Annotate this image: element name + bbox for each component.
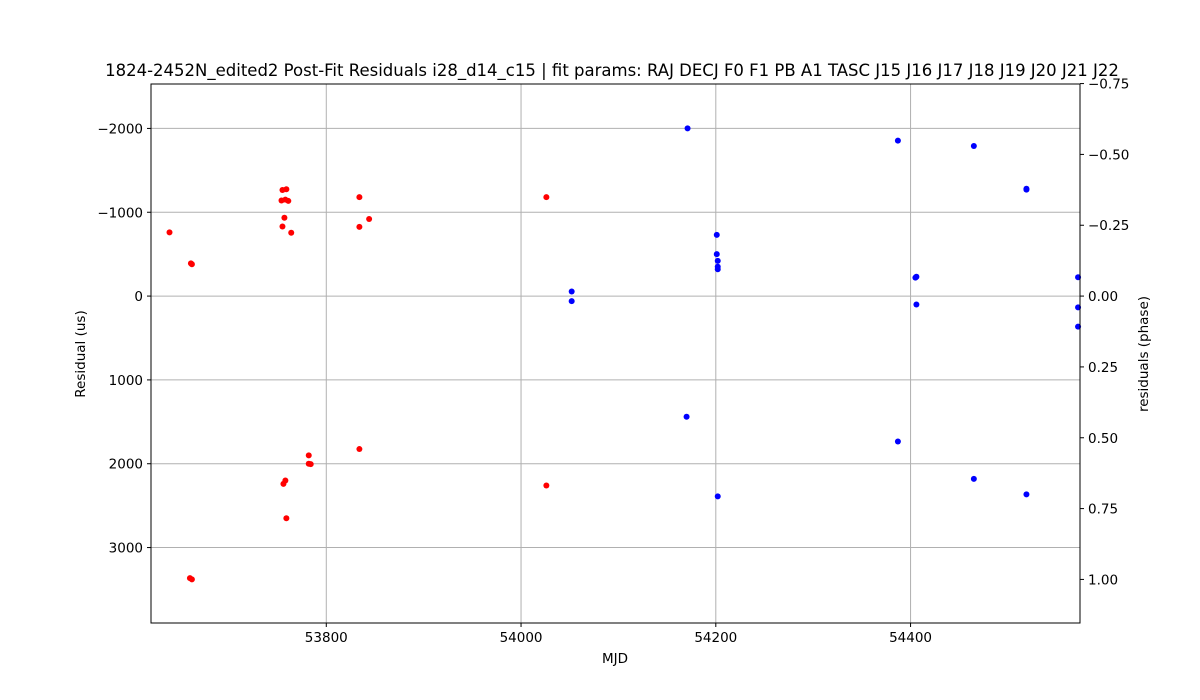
- x-axis-label: MJD: [602, 651, 628, 667]
- y2-tick-label: 0.00: [1088, 289, 1118, 305]
- data-point-series-2: [683, 413, 690, 420]
- plot-frame: [150, 83, 1081, 624]
- data-point-series-2: [1023, 186, 1030, 193]
- data-point-series-1: [166, 229, 173, 236]
- y-axis-right: −0.75 −0.50 −0.25 0.00 0.25 0.50 0.75 1.00: [1080, 77, 1129, 588]
- data-point-series-2: [714, 266, 721, 273]
- data-point-series-1: [282, 477, 289, 484]
- y-tick-label: 1000: [109, 373, 143, 389]
- data-point-series-2: [913, 273, 920, 280]
- data-point-series-1: [543, 194, 550, 201]
- x-tick-label: 54400: [889, 630, 932, 646]
- data-point-series-1: [285, 197, 292, 204]
- grid: [151, 84, 1080, 623]
- x-tick-label: 54000: [500, 630, 543, 646]
- data-point-series-1: [356, 194, 363, 201]
- data-point-series-2: [568, 288, 575, 295]
- data-point-series-1: [356, 223, 363, 230]
- data-point-series-2: [684, 125, 691, 132]
- y2-tick-label: 0.75: [1088, 502, 1118, 518]
- chart-title: 1824-2452N_edited2 Post-Fit Residuals i2…: [105, 61, 1119, 81]
- data-point-series-1: [356, 446, 363, 453]
- y2-tick-label: −0.50: [1088, 147, 1129, 163]
- x-tick-label: 54200: [694, 630, 737, 646]
- data-point-series-1: [366, 215, 373, 222]
- data-point-series-2: [970, 143, 977, 150]
- data-point-series-1: [188, 261, 195, 268]
- data-point-series-2: [714, 493, 721, 500]
- y-tick-label: 3000: [109, 541, 143, 557]
- data-point-series-1: [283, 515, 290, 522]
- x-axis: 53800 54000 54200 54400: [305, 623, 932, 646]
- data-point-series-2: [894, 137, 901, 144]
- data-point-series-2: [1023, 491, 1030, 498]
- y2-tick-label: −0.75: [1088, 77, 1129, 93]
- y2-tick-label: −0.25: [1088, 218, 1129, 234]
- data-points: [166, 125, 1082, 583]
- data-point-series-2: [894, 438, 901, 445]
- y2-tick-label: 0.25: [1088, 360, 1118, 376]
- y-axis-left: −2000 −1000 0 1000 2000 3000: [97, 121, 151, 557]
- data-point-series-2: [713, 251, 720, 258]
- data-point-series-2: [713, 231, 720, 238]
- data-point-series-1: [543, 482, 550, 489]
- data-point-series-2: [568, 298, 575, 305]
- y-tick-label: −1000: [97, 205, 143, 221]
- data-point-series-2: [970, 475, 977, 482]
- y2-tick-label: 1.00: [1088, 572, 1118, 588]
- data-point-series-1: [279, 223, 286, 230]
- data-point-series-1: [307, 461, 314, 468]
- data-point-series-1: [305, 452, 312, 459]
- y-tick-label: 0: [134, 289, 143, 305]
- y2-tick-label: 0.50: [1088, 431, 1118, 447]
- y-tick-label: −2000: [97, 121, 143, 137]
- data-point-series-1: [288, 229, 295, 236]
- data-point-series-2: [714, 257, 721, 264]
- data-point-series-1: [283, 186, 290, 193]
- data-point-series-1: [281, 214, 288, 221]
- y-tick-label: 2000: [109, 457, 143, 473]
- x-tick-label: 53800: [305, 630, 348, 646]
- y2-axis-label: residuals (phase): [1136, 296, 1152, 412]
- y-axis-label: Residual (us): [73, 310, 89, 397]
- data-point-series-1: [188, 576, 195, 583]
- data-point-series-2: [913, 301, 920, 308]
